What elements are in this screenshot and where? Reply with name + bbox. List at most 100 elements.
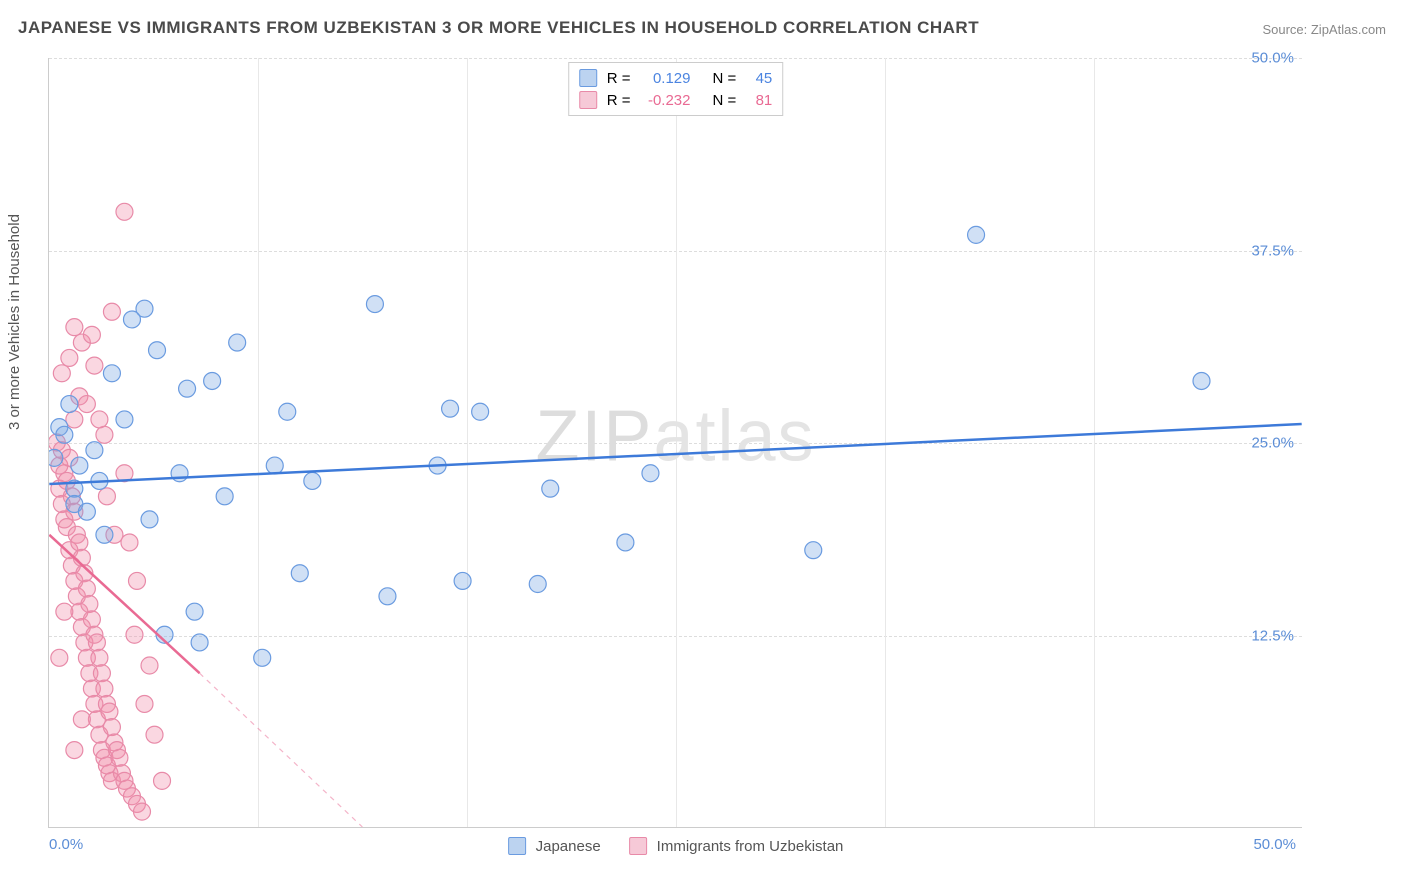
legend-item-0: Japanese (508, 837, 601, 855)
point-Immigrants from Uzbekistan (51, 649, 68, 666)
point-Immigrants from Uzbekistan (91, 649, 108, 666)
point-Immigrants from Uzbekistan (88, 634, 105, 651)
point-Japanese (472, 403, 489, 420)
point-Immigrants from Uzbekistan (66, 742, 83, 759)
point-Immigrants from Uzbekistan (103, 303, 120, 320)
point-Japanese (49, 449, 63, 466)
point-Japanese (1193, 372, 1210, 389)
point-Immigrants from Uzbekistan (83, 611, 100, 628)
point-Immigrants from Uzbekistan (141, 657, 158, 674)
point-Japanese (642, 465, 659, 482)
x-tick-min: 0.0% (49, 836, 83, 853)
point-Japanese (96, 526, 113, 543)
legend-N-label: N = (713, 92, 737, 109)
point-Immigrants from Uzbekistan (78, 396, 95, 413)
point-Japanese (86, 442, 103, 459)
point-Immigrants from Uzbekistan (83, 326, 100, 343)
legend-R-value-0: 0.129 (637, 70, 691, 87)
point-Immigrants from Uzbekistan (111, 749, 128, 766)
point-Japanese (229, 334, 246, 351)
point-Japanese (442, 400, 459, 417)
point-Immigrants from Uzbekistan (61, 349, 78, 366)
legend-R-label: R = (607, 92, 631, 109)
point-Japanese (78, 503, 95, 520)
point-Immigrants from Uzbekistan (53, 365, 70, 382)
point-Immigrants from Uzbekistan (86, 357, 103, 374)
legend-stats: R = 0.129 N = 45 R = -0.232 N = 81 (568, 62, 784, 116)
point-Japanese (186, 603, 203, 620)
point-Japanese (454, 572, 471, 589)
page-title: JAPANESE VS IMMIGRANTS FROM UZBEKISTAN 3… (18, 18, 979, 38)
legend-N-value-1: 81 (742, 92, 772, 109)
scatter-plot (49, 58, 1302, 827)
point-Immigrants from Uzbekistan (91, 411, 108, 428)
point-Japanese (136, 300, 153, 317)
legend-N-label: N = (713, 70, 737, 87)
point-Immigrants from Uzbekistan (146, 726, 163, 743)
point-Immigrants from Uzbekistan (71, 534, 88, 551)
point-Japanese (61, 396, 78, 413)
legend-label-1: Immigrants from Uzbekistan (657, 838, 844, 855)
point-Immigrants from Uzbekistan (81, 596, 98, 613)
point-Immigrants from Uzbekistan (103, 719, 120, 736)
point-Japanese (266, 457, 283, 474)
point-Japanese (805, 542, 822, 559)
point-Immigrants from Uzbekistan (126, 626, 143, 643)
point-Immigrants from Uzbekistan (121, 534, 138, 551)
y-axis-label: 3 or more Vehicles in Household (6, 214, 23, 430)
point-Japanese (529, 576, 546, 593)
source-label: Source: ZipAtlas.com (1262, 22, 1386, 37)
x-tick-max: 50.0% (1253, 836, 1296, 853)
point-Japanese (71, 457, 88, 474)
point-Immigrants from Uzbekistan (96, 680, 113, 697)
point-Japanese (617, 534, 634, 551)
swatch-series-0 (579, 69, 597, 87)
point-Japanese (542, 480, 559, 497)
trend-line-ext-Immigrants from Uzbekistan (200, 673, 363, 827)
point-Japanese (179, 380, 196, 397)
chart-area: ZIPatlas R = 0.129 N = 45 R = -0.232 N =… (48, 58, 1302, 828)
point-Immigrants from Uzbekistan (128, 572, 145, 589)
point-Immigrants from Uzbekistan (96, 426, 113, 443)
point-Japanese (149, 342, 166, 359)
point-Japanese (103, 365, 120, 382)
point-Japanese (116, 411, 133, 428)
point-Immigrants from Uzbekistan (93, 665, 110, 682)
point-Japanese (279, 403, 296, 420)
point-Immigrants from Uzbekistan (66, 411, 83, 428)
point-Immigrants from Uzbekistan (66, 319, 83, 336)
point-Immigrants from Uzbekistan (134, 803, 151, 820)
point-Immigrants from Uzbekistan (78, 580, 95, 597)
legend-label-0: Japanese (536, 838, 601, 855)
point-Japanese (379, 588, 396, 605)
point-Immigrants from Uzbekistan (136, 695, 153, 712)
legend-R-value-1: -0.232 (637, 92, 691, 109)
point-Japanese (141, 511, 158, 528)
point-Japanese (968, 226, 985, 243)
legend-R-label: R = (607, 70, 631, 87)
point-Immigrants from Uzbekistan (154, 772, 171, 789)
point-Japanese (56, 426, 73, 443)
legend-stats-row-1: R = -0.232 N = 81 (579, 89, 773, 111)
swatch-series-0-b (508, 837, 526, 855)
point-Japanese (304, 472, 321, 489)
point-Immigrants from Uzbekistan (73, 711, 90, 728)
legend-series: Japanese Immigrants from Uzbekistan (508, 837, 844, 855)
point-Immigrants from Uzbekistan (98, 488, 115, 505)
point-Japanese (254, 649, 271, 666)
point-Immigrants from Uzbekistan (116, 203, 133, 220)
point-Japanese (366, 296, 383, 313)
point-Japanese (191, 634, 208, 651)
swatch-series-1-b (629, 837, 647, 855)
swatch-series-1 (579, 91, 597, 109)
legend-stats-row-0: R = 0.129 N = 45 (579, 67, 773, 89)
legend-item-1: Immigrants from Uzbekistan (629, 837, 844, 855)
point-Immigrants from Uzbekistan (101, 703, 118, 720)
trend-line-Japanese (49, 424, 1301, 484)
point-Japanese (216, 488, 233, 505)
point-Immigrants from Uzbekistan (56, 603, 73, 620)
legend-N-value-0: 45 (742, 70, 772, 87)
trend-line-Immigrants from Uzbekistan (49, 535, 199, 673)
point-Japanese (291, 565, 308, 582)
point-Japanese (204, 372, 221, 389)
